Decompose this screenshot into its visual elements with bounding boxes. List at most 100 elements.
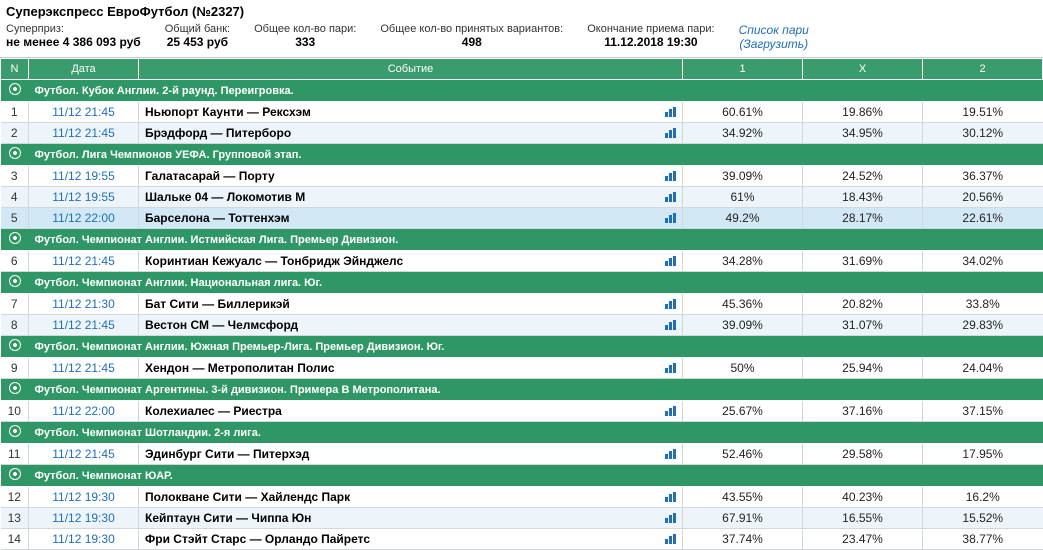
row-event[interactable]: Барселона — Тоттенхэм (139, 208, 683, 229)
odd-1[interactable]: 49.2% (683, 208, 803, 229)
stats-icon[interactable] (665, 513, 676, 523)
odd-x[interactable]: 29.58% (803, 444, 923, 465)
table-row[interactable]: 711/12 21:30Бат Сити — Биллерикэй45.36%2… (1, 294, 1043, 315)
odd-2[interactable]: 24.04% (923, 358, 1043, 379)
stats-icon[interactable] (665, 492, 676, 502)
row-event[interactable]: Хендон — Метрополитан Полис (139, 358, 683, 379)
section-header[interactable]: Футбол. Чемпионат Англии. Национальная л… (1, 272, 1043, 294)
odd-1[interactable]: 34.92% (683, 123, 803, 144)
odd-1[interactable]: 39.09% (683, 315, 803, 336)
row-event[interactable]: Вестон СМ — Челмсфорд (139, 315, 683, 336)
table-row[interactable]: 1411/12 19:30Фри Стэйт Старс — Орландо П… (1, 529, 1043, 550)
odd-1[interactable]: 61% (683, 187, 803, 208)
odd-2[interactable]: 29.83% (923, 315, 1043, 336)
row-event[interactable]: Шальке 04 — Локомотив М (139, 187, 683, 208)
section-header[interactable]: Футбол. Чемпионат Шотландии. 2-я лига. (1, 422, 1043, 444)
row-date: 11/12 21:30 (29, 294, 139, 315)
odd-2[interactable]: 30.12% (923, 123, 1043, 144)
table-row[interactable]: 1011/12 22:00Колехиалес — Риестра25.67%3… (1, 401, 1043, 422)
section-header[interactable]: Футбол. Чемпионат Англии. Истмийская Лиг… (1, 229, 1043, 251)
row-event[interactable]: Колехиалес — Риестра (139, 401, 683, 422)
row-event[interactable]: Бат Сити — Биллерикэй (139, 294, 683, 315)
row-event[interactable]: Коринтиан Кежуалс — Тонбридж Эйнджелс (139, 251, 683, 272)
stats-icon[interactable] (665, 299, 676, 309)
bet-list-link[interactable]: Список пари (Загрузить) (727, 23, 821, 51)
odd-1[interactable]: 45.36% (683, 294, 803, 315)
row-event[interactable]: Галатасарай — Порту (139, 166, 683, 187)
section-header[interactable]: Футбол. Кубок Англии. 2-й раунд. Переигр… (1, 80, 1043, 102)
odd-1[interactable]: 52.46% (683, 444, 803, 465)
table-row[interactable]: 611/12 21:45Коринтиан Кежуалс — Тонбридж… (1, 251, 1043, 272)
odd-x[interactable]: 31.69% (803, 251, 923, 272)
col-header-date: Дата (29, 59, 139, 80)
odd-1[interactable]: 34.28% (683, 251, 803, 272)
odd-x[interactable]: 18.43% (803, 187, 923, 208)
stats-icon[interactable] (665, 320, 676, 330)
table-row[interactable]: 111/12 21:45Ньюпорт Каунти — Рексхэм60.6… (1, 102, 1043, 123)
stats-icon[interactable] (665, 534, 676, 544)
odd-1[interactable]: 37.74% (683, 529, 803, 550)
odd-2[interactable]: 36.37% (923, 166, 1043, 187)
odd-2[interactable]: 16.2% (923, 487, 1043, 508)
stats-icon[interactable] (665, 128, 676, 138)
table-row[interactable]: 511/12 22:00Барселона — Тоттенхэм49.2%28… (1, 208, 1043, 229)
row-event[interactable]: Ньюпорт Каунти — Рексхэм (139, 102, 683, 123)
odd-1[interactable]: 25.67% (683, 401, 803, 422)
odd-2[interactable]: 22.61% (923, 208, 1043, 229)
stats-icon[interactable] (665, 192, 676, 202)
odd-x[interactable]: 19.86% (803, 102, 923, 123)
section-header[interactable]: Футбол. Лига Чемпионов УЕФА. Групповой э… (1, 144, 1043, 166)
bet-list-link-main[interactable]: Список пари (739, 23, 809, 37)
row-event[interactable]: Брэдфорд — Питерборо (139, 123, 683, 144)
stats-icon[interactable] (665, 171, 676, 181)
col-header-1[interactable]: 1 (683, 59, 803, 80)
row-event[interactable]: Эдинбург Сити — Питерхэд (139, 444, 683, 465)
stats-icon[interactable] (665, 449, 676, 459)
odd-x[interactable]: 24.52% (803, 166, 923, 187)
odd-2[interactable]: 37.15% (923, 401, 1043, 422)
table-row[interactable]: 411/12 19:55Шальке 04 — Локомотив М61%18… (1, 187, 1043, 208)
table-row[interactable]: 811/12 21:45Вестон СМ — Челмсфорд39.09%3… (1, 315, 1043, 336)
table-row[interactable]: 1211/12 19:30Полокване Сити — Хайлендс П… (1, 487, 1043, 508)
table-row[interactable]: 1111/12 21:45Эдинбург Сити — Питерхэд52.… (1, 444, 1043, 465)
odd-x[interactable]: 20.82% (803, 294, 923, 315)
bet-list-link-download[interactable]: (Загрузить) (739, 37, 808, 51)
row-event[interactable]: Кейптаун Сити — Чиппа Юн (139, 508, 683, 529)
odd-2[interactable]: 15.52% (923, 508, 1043, 529)
odd-x[interactable]: 23.47% (803, 529, 923, 550)
stats-icon[interactable] (665, 363, 676, 373)
col-header-2[interactable]: 2 (923, 59, 1043, 80)
odd-1[interactable]: 67.91% (683, 508, 803, 529)
odd-2[interactable]: 38.77% (923, 529, 1043, 550)
odd-1[interactable]: 43.55% (683, 487, 803, 508)
odd-x[interactable]: 25.94% (803, 358, 923, 379)
odd-2[interactable]: 20.56% (923, 187, 1043, 208)
odd-2[interactable]: 34.02% (923, 251, 1043, 272)
odd-2[interactable]: 17.95% (923, 444, 1043, 465)
odd-1[interactable]: 39.09% (683, 166, 803, 187)
odd-x[interactable]: 31.07% (803, 315, 923, 336)
odd-x[interactable]: 16.55% (803, 508, 923, 529)
table-row[interactable]: 311/12 19:55Галатасарай — Порту39.09%24.… (1, 166, 1043, 187)
stats-icon[interactable] (665, 107, 676, 117)
stats-icon[interactable] (665, 406, 676, 416)
odd-2[interactable]: 33.8% (923, 294, 1043, 315)
section-header[interactable]: Футбол. Чемпионат Аргентины. 3-й дивизио… (1, 379, 1043, 401)
section-header[interactable]: Футбол. Чемпионат ЮАР. (1, 465, 1043, 487)
col-header-x[interactable]: X (803, 59, 923, 80)
stats-icon[interactable] (665, 213, 676, 223)
section-header[interactable]: Футбол. Чемпионат Англии. Южная Премьер-… (1, 336, 1043, 358)
odd-x[interactable]: 34.95% (803, 123, 923, 144)
odd-x[interactable]: 28.17% (803, 208, 923, 229)
stats-icon[interactable] (665, 256, 676, 266)
odd-2[interactable]: 19.51% (923, 102, 1043, 123)
row-event[interactable]: Полокване Сити — Хайлендс Парк (139, 487, 683, 508)
odd-1[interactable]: 50% (683, 358, 803, 379)
odd-x[interactable]: 40.23% (803, 487, 923, 508)
odd-x[interactable]: 37.16% (803, 401, 923, 422)
table-row[interactable]: 211/12 21:45Брэдфорд — Питерборо34.92%34… (1, 123, 1043, 144)
table-row[interactable]: 1311/12 19:30Кейптаун Сити — Чиппа Юн67.… (1, 508, 1043, 529)
table-row[interactable]: 911/12 21:45Хендон — Метрополитан Полис5… (1, 358, 1043, 379)
odd-1[interactable]: 60.61% (683, 102, 803, 123)
row-event[interactable]: Фри Стэйт Старс — Орландо Пайретс (139, 529, 683, 550)
